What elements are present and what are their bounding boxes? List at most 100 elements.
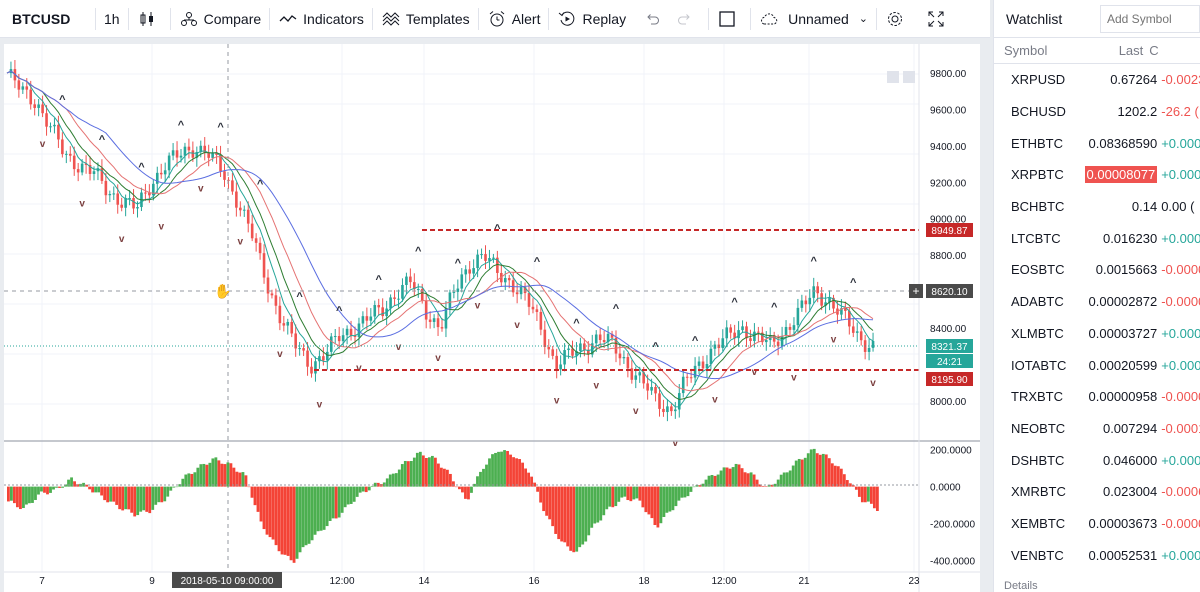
oscillator-bar xyxy=(124,486,128,510)
candle-body xyxy=(571,348,574,356)
watchlist-row[interactable]: XLMBTC 0.00003727+0.000000 xyxy=(994,318,1200,350)
time-axis[interactable]: 7 9 12:00 14 16 18 12:00 21 23 xyxy=(39,576,920,587)
crosshair-add-button[interactable] xyxy=(909,284,923,298)
undo-icon xyxy=(642,9,662,29)
pane-maximize-button[interactable] xyxy=(903,71,915,83)
sell-signal-marker: v xyxy=(40,139,46,150)
watchlist-row[interactable]: VENBTC 0.00052531+0.000001 xyxy=(994,539,1200,571)
oscillator-bar xyxy=(193,472,197,487)
watchlist-row[interactable]: EOSBTC 0.0015663-0.000032 xyxy=(994,254,1200,286)
candle-body xyxy=(124,198,127,208)
candle-body xyxy=(377,305,381,308)
settings-button[interactable] xyxy=(877,0,918,38)
row-symbol: XMRBTC xyxy=(1011,484,1066,500)
candles-icon xyxy=(137,9,157,29)
watchlist-row[interactable]: TRXBTC 0.00000958-0.000000 xyxy=(994,381,1200,413)
candle-body xyxy=(108,194,112,196)
candle-body xyxy=(333,336,337,338)
oscillator-axis[interactable]: 200.0000 0.0000 -200.0000 -400.0000 xyxy=(930,446,975,568)
buy-signal-marker: ^ xyxy=(455,258,462,270)
watchlist-row[interactable]: ADABTC 0.00002872-0.000000 xyxy=(994,286,1200,318)
watchlist-row[interactable]: LTCBTC 0.016230+0.000239 xyxy=(994,222,1200,254)
oscillator-bar xyxy=(349,486,353,504)
toolbar-divider xyxy=(750,7,752,30)
oscillator-bar xyxy=(136,486,140,516)
watchlist-row[interactable]: NEOBTC 0.007294-0.000128 xyxy=(994,413,1200,445)
watchlist-title[interactable]: Watchlist xyxy=(1006,10,1063,27)
row-last-price: 0.08368590 xyxy=(1066,136,1158,151)
alert-button[interactable]: Alert xyxy=(479,0,549,38)
oscillator-bar xyxy=(421,455,425,487)
watchlist-row[interactable]: ETHBTC 0.08368590+0.000685 xyxy=(994,127,1200,159)
oscillator-bar xyxy=(866,486,870,502)
toolbar-divider xyxy=(548,7,550,30)
toolbar-divider xyxy=(269,7,271,30)
oscillator-bar xyxy=(695,484,699,487)
expand-button[interactable] xyxy=(918,0,959,38)
column-symbol-header[interactable]: Symbol xyxy=(1004,43,1048,58)
candle-body xyxy=(753,331,756,342)
symbol-search-button[interactable]: BTCUSD xyxy=(12,10,71,27)
sell-signal-marker: v xyxy=(356,363,362,374)
oscillator-bar xyxy=(455,486,458,488)
redo-button[interactable] xyxy=(675,0,708,38)
candle-body xyxy=(179,155,183,158)
templates-button[interactable]: Templates xyxy=(373,0,478,38)
column-change-header[interactable]: C xyxy=(1149,43,1159,58)
add-symbol-input[interactable] xyxy=(1100,4,1200,33)
watchlist-row[interactable]: XMRBTC 0.023004-0.000626 xyxy=(994,476,1200,508)
replay-icon xyxy=(557,9,577,29)
chart-type-button[interactable] xyxy=(129,0,170,38)
oscillator-bar xyxy=(100,486,104,496)
undo-button[interactable] xyxy=(634,0,675,38)
candle-body xyxy=(464,269,468,275)
toolbar-divider xyxy=(876,7,877,30)
replay-button[interactable]: Replay xyxy=(549,0,634,38)
candle-body xyxy=(496,257,499,273)
oscillator-bar xyxy=(208,462,212,487)
layout-name: Unnamed xyxy=(788,10,849,27)
watchlist-row[interactable]: XEMBTC 0.00003673-0.000000 xyxy=(994,508,1200,540)
buy-signal-marker: ^ xyxy=(731,296,738,308)
watchlist-row[interactable]: XRPUSD 0.67264-0.00235 ( xyxy=(994,64,1200,96)
price-tick-label: 8000.00 xyxy=(930,397,967,408)
chart-pane[interactable]: ^ v ^ v ^ v ^ v ^ v ^ v ^ v ^ v ^ v ^ v ^ v ^ v ^ v ^ v ^ v ^ v ^ v ^ v ^ v ^ v… xyxy=(4,44,980,592)
candle-body xyxy=(764,340,768,343)
candle-body xyxy=(132,198,135,209)
pane-minimize-button[interactable] xyxy=(887,71,899,83)
price-chart[interactable]: ^ v ^ v ^ v ^ v ^ v ^ v ^ v ^ v ^ v ^ v ^ v ^ v ^ v ^ v ^ v ^ v ^ v ^ v ^ v ^ v… xyxy=(4,44,980,592)
oscillator-bar xyxy=(683,486,687,498)
row-last-price: 0.0015663 xyxy=(1066,262,1157,277)
oscillator-bar xyxy=(361,486,365,492)
details-section-header[interactable]: Details xyxy=(1004,580,1038,592)
candle-body xyxy=(298,348,301,350)
candle-body xyxy=(844,308,847,311)
watchlist-row[interactable]: BCHBTC 0.14 0.00 ( xyxy=(994,191,1200,223)
watchlist-row[interactable]: BCHUSD 1202.2 -26.2 ( xyxy=(994,96,1200,128)
fullscreen-toggle-button[interactable] xyxy=(709,0,750,38)
oscillator-bar xyxy=(572,486,576,553)
column-last-header[interactable]: Last xyxy=(1118,43,1144,58)
oscillator-bar xyxy=(827,458,831,487)
time-tick-label: 21 xyxy=(798,576,810,587)
oscillator-bar xyxy=(415,452,419,487)
expand-icon xyxy=(926,9,946,29)
candle-body xyxy=(816,286,819,294)
layout-menu-button[interactable]: Unnamed ⌄ xyxy=(751,0,876,38)
watchlist-row[interactable]: XRPBTC 0.00008077+0.000000 xyxy=(994,159,1200,191)
row-change: +0.000239 xyxy=(1161,230,1200,246)
candle-body xyxy=(357,323,361,337)
indicators-button[interactable]: Indicators xyxy=(270,0,372,38)
price-axis[interactable]: 9800.00 9600.00 9400.00 9200.00 9000.00 8800.… xyxy=(930,69,967,408)
row-last-value: 0.00000958 xyxy=(1088,389,1158,405)
watchlist-row[interactable]: DSHBTC 0.046000+0.000235 xyxy=(994,444,1200,476)
oscillator-bar xyxy=(397,469,401,487)
time-tick-label: 16 xyxy=(528,576,540,587)
oscillator-bar xyxy=(647,486,651,515)
candle-body xyxy=(254,238,258,243)
oscillator-bar xyxy=(650,486,654,519)
candle-body xyxy=(757,331,760,333)
compare-button[interactable]: Compare xyxy=(171,0,270,38)
watchlist-row[interactable]: IOTABTC 0.00020599+0.000000 xyxy=(994,349,1200,381)
interval-button[interactable]: 1h xyxy=(96,0,128,38)
